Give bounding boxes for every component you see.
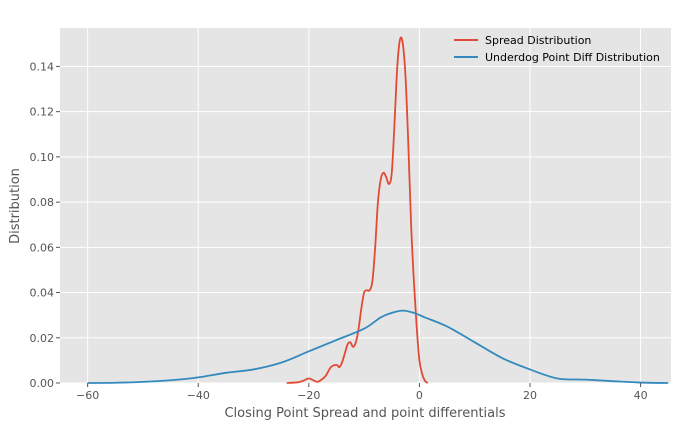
plot-area [60, 28, 671, 383]
y-tick-label: 0.04 [30, 287, 55, 300]
x-tick-label: −20 [297, 389, 320, 402]
x-tick-label: 40 [634, 389, 648, 402]
y-tick-label: 0.02 [30, 332, 55, 345]
x-tick-label: −40 [187, 389, 210, 402]
y-axis-ticks: 0.00 0.02 0.04 0.06 0.08 0.10 0.12 0.14 [30, 60, 60, 390]
x-axis-ticks: −60 −40 −20 0 20 40 [76, 383, 648, 402]
legend-label-underdog: Underdog Point Diff Distribution [485, 51, 660, 64]
y-tick-label: 0.10 [30, 151, 55, 164]
series-layer [87, 36, 669, 384]
y-tick-label: 0.12 [30, 106, 55, 119]
y-axis-label: Distribution [8, 168, 23, 244]
series-line-underdog [87, 309, 669, 384]
y-tick-label: 0.14 [30, 60, 55, 73]
x-axis-label: Closing Point Spread and point different… [224, 406, 505, 421]
x-tick-label: 20 [523, 389, 537, 402]
y-tick-label: 0.08 [30, 196, 55, 209]
series-line-spread [286, 36, 429, 384]
x-tick-label: 0 [416, 389, 423, 402]
legend-label-spread: Spread Distribution [485, 34, 591, 47]
legend: Spread Distribution Underdog Point Diff … [454, 34, 660, 64]
y-tick-label: 0.06 [30, 241, 55, 254]
y-tick-label: 0.00 [30, 377, 55, 390]
grid-lines [60, 28, 671, 384]
x-tick-label: −60 [76, 389, 99, 402]
